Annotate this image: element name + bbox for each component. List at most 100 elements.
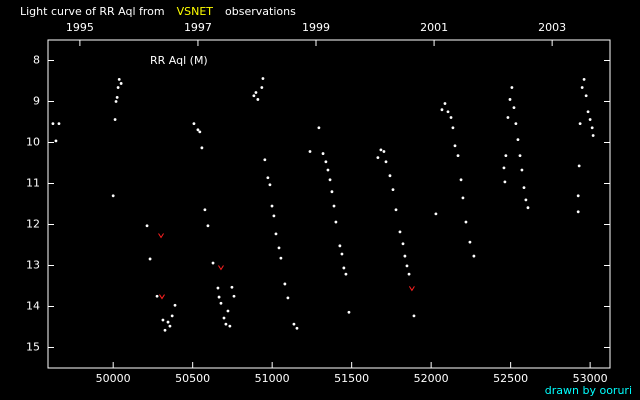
data-point [51,122,55,126]
y-tick-label: 14 [26,300,40,313]
data-point [446,110,450,114]
upper-limit-marker [408,286,415,292]
data-point [277,246,281,250]
data-point [376,156,380,160]
annotation: RR Aql (M) [150,54,208,67]
data-point [114,100,118,103]
data-point [163,328,167,332]
y-tick-label: 15 [26,341,40,354]
x-tick-label: 52500 [493,372,528,385]
data-point [391,188,395,192]
y-tick-label: 10 [26,136,40,149]
upper-limit-marker [159,294,165,300]
data-point [328,178,332,182]
data-point [403,254,407,258]
data-point [268,183,272,187]
data-point [166,320,170,324]
data-point [217,295,221,299]
data-point [453,144,457,148]
data-point [283,282,287,286]
data-point [286,296,290,300]
data-point [230,285,234,289]
data-point [266,176,270,180]
data-point [254,91,258,94]
x-tick-label: 50000 [96,372,131,385]
x-tick-label: 51000 [255,372,290,385]
data-point [459,178,463,182]
data-point [577,164,581,168]
data-point [324,160,328,164]
x2-tick-label: 1997 [184,21,212,34]
data-point [113,118,117,121]
data-point [512,106,516,110]
data-point [518,154,522,158]
data-point [591,134,595,137]
data-point [347,310,351,314]
data-point [119,82,123,85]
plot-frame [47,39,611,369]
data-point [148,257,152,261]
data-point [145,224,149,228]
x2-tick-label: 1995 [66,21,94,34]
data-point [524,198,528,202]
data-point [342,266,346,270]
data-point [111,194,115,198]
data-point [440,108,444,112]
data-point [252,94,256,98]
data-point [200,146,204,150]
data-point [503,180,507,184]
data-point [308,150,312,153]
data-point [272,214,276,218]
data-point [588,118,592,121]
data-point [173,303,177,307]
x-tick-label: 50500 [175,372,210,385]
data-point [338,244,342,248]
y-tick-label: 11 [26,177,40,190]
data-point [334,220,338,224]
data-point [228,324,232,328]
data-point [407,272,411,276]
data-point [256,98,260,101]
data-point [510,86,514,89]
y-tick-label: 13 [26,259,40,272]
data-point [412,314,416,318]
data-point [526,206,530,210]
data-point [520,168,524,172]
x2-tick-label: 2003 [538,21,566,34]
data-point [170,314,174,318]
chart-title: Light curve of RR Aql from VSNET observati… [20,5,296,18]
data-point [211,261,215,265]
data-point [117,77,121,81]
title-part: Light curve of RR Aql from [20,5,165,18]
data-point [398,230,402,234]
data-point [206,224,210,228]
x-tick-label: 53000 [573,372,608,385]
data-point [232,294,236,298]
data-point [332,204,336,208]
data-point [270,204,274,208]
data-point [263,158,267,162]
data-point [203,208,207,212]
data-point [384,160,388,164]
data-point [260,86,264,89]
data-point [226,309,230,313]
data-point [506,116,510,119]
data-point [224,322,228,326]
data-point [340,252,344,256]
data-point [388,174,392,178]
data-point [468,240,472,244]
data-point [57,122,61,126]
upper-limit-marker [158,233,164,239]
data-point [115,96,119,99]
data-point [508,98,512,101]
data-point [451,126,455,130]
data-point [344,272,348,276]
data-point [449,116,453,119]
data-point [116,86,120,89]
data-point [192,122,196,126]
data-point [522,186,526,190]
data-point [456,154,460,158]
data-point [219,301,223,305]
data-point [464,220,468,224]
